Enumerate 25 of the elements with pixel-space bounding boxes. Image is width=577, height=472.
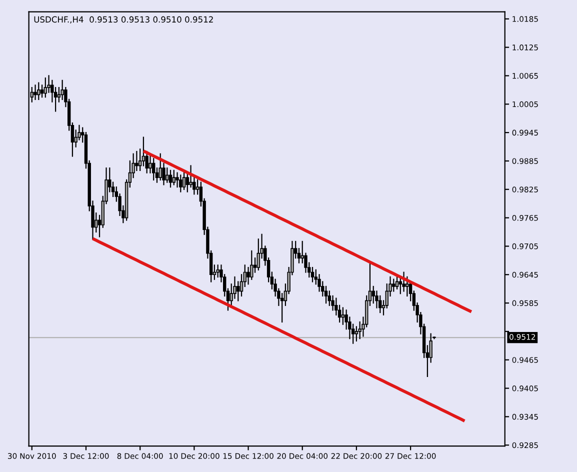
candlestick <box>44 78 48 98</box>
candlestick <box>34 84 37 100</box>
chart-title: USDCHF.,H4 0.9513 0.9513 0.9510 0.9512 <box>34 16 213 24</box>
candlestick <box>179 174 182 192</box>
candlestick <box>246 266 250 285</box>
candlestick <box>236 281 240 302</box>
candlestick <box>37 82 40 100</box>
candlestick <box>172 170 176 186</box>
candlestick <box>189 165 192 188</box>
candlestick <box>166 168 169 183</box>
candlestick <box>152 158 156 180</box>
candlestick <box>40 84 44 98</box>
candlestick <box>60 80 64 100</box>
line-series <box>142 149 473 314</box>
candlestick <box>182 170 186 190</box>
candlestick <box>168 170 172 188</box>
candlestick <box>406 276 409 296</box>
candlestick <box>158 153 162 180</box>
candlestick <box>341 307 345 325</box>
candlestick <box>402 272 406 292</box>
candlestick <box>148 156 152 174</box>
candlestick <box>392 278 396 292</box>
candlestick <box>135 150 138 171</box>
candlestick <box>216 264 220 278</box>
line-series <box>91 237 466 422</box>
